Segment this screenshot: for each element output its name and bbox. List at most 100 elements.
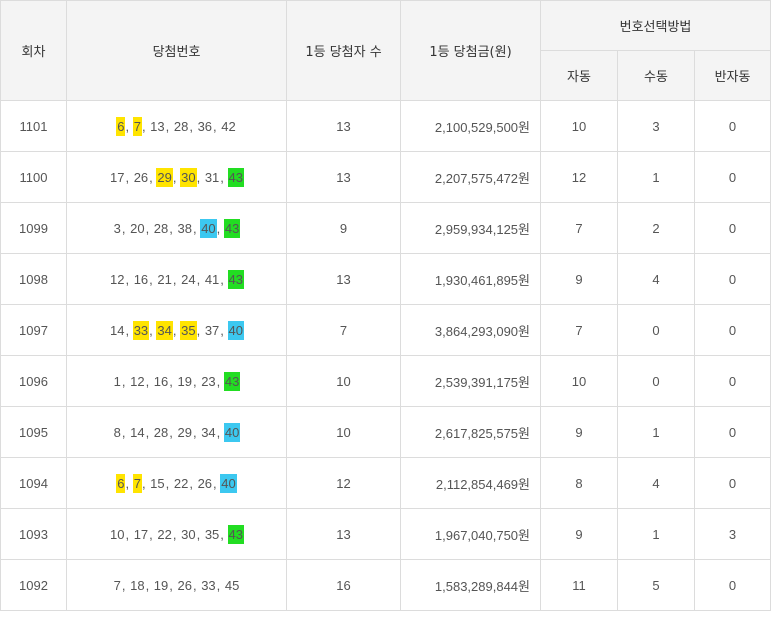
winning-number: 13	[150, 118, 165, 134]
round-cell: 1098	[0, 253, 67, 305]
number-separator: ,	[192, 220, 201, 236]
number-separator: ,	[165, 118, 173, 134]
table-row: 1092 7, 18, 19, 26, 33, 45 16 1,583,289,844…	[0, 559, 771, 611]
round-cell: 1094	[0, 457, 67, 509]
manual-cell: 4	[617, 457, 695, 509]
winning-number: 8	[113, 424, 121, 440]
table-body: 1101 6, 7, 13, 28, 36, 42 13 2,100,529,500원…	[0, 100, 771, 611]
number-separator: ,	[125, 475, 133, 491]
winners-cell: 16	[286, 559, 401, 611]
winning-number: 6	[116, 473, 126, 493]
prize-cell: 2,539,391,175원	[400, 355, 541, 407]
number-separator: ,	[216, 220, 224, 236]
number-separator: ,	[216, 373, 224, 389]
winning-number: 17	[110, 169, 125, 185]
winning-number: 42	[221, 118, 236, 134]
prize-cell: 2,617,825,575원	[400, 406, 541, 458]
prize-cell: 2,100,529,500원	[400, 100, 541, 152]
number-separator: ,	[220, 271, 228, 287]
winning-number: 34	[156, 320, 173, 340]
winning-numbers-cell: 10, 17, 22, 30, 35, 43	[66, 508, 287, 560]
auto-cell: 9	[540, 508, 618, 560]
prize-cell: 3,864,293,090원	[400, 304, 541, 356]
winning-number: 17	[133, 526, 149, 542]
number-separator: ,	[213, 118, 221, 134]
number-separator: ,	[125, 271, 133, 287]
semi-auto-cell: 0	[693, 253, 771, 305]
winning-number: 1	[113, 373, 121, 389]
winning-number: 14	[110, 322, 125, 338]
winning-number: 7	[113, 577, 121, 593]
winning-number: 12	[130, 373, 145, 389]
auto-cell: 7	[540, 304, 618, 356]
semi-auto-cell: 0	[693, 202, 771, 254]
manual-cell: 0	[617, 355, 695, 407]
round-cell: 1101	[0, 100, 67, 152]
winners-cell: 10	[286, 355, 401, 407]
winning-number: 41	[204, 271, 220, 287]
winning-number: 43	[227, 269, 244, 289]
number-separator: ,	[169, 577, 177, 593]
winning-number: 26	[177, 577, 192, 593]
number-separator: ,	[192, 373, 201, 389]
semi-auto-cell: 0	[693, 406, 771, 458]
winning-numbers-cell: 12, 16, 21, 24, 41, 43	[66, 253, 287, 305]
winning-numbers-cell: 7, 18, 19, 26, 33, 45	[66, 559, 287, 611]
number-separator: ,	[216, 424, 224, 440]
winning-numbers-cell: 6, 7, 15, 22, 26, 40	[66, 457, 287, 509]
winning-number: 43	[227, 524, 244, 544]
number-separator: ,	[169, 373, 177, 389]
header-winners: 1등 당첨자 수	[286, 0, 401, 101]
number-separator: ,	[121, 424, 130, 440]
prize-cell: 1,967,040,750원	[400, 508, 541, 560]
semi-auto-cell: 0	[693, 151, 771, 203]
auto-cell: 12	[540, 151, 618, 203]
winning-number: 14	[130, 424, 145, 440]
number-separator: ,	[192, 577, 201, 593]
header-row: 회차 당첨번호 1등 당첨자 수 1등 당첨금(원) 번호선택방법	[0, 0, 771, 101]
winning-number: 26	[133, 169, 149, 185]
auto-cell: 9	[540, 253, 618, 305]
number-separator: ,	[220, 526, 228, 542]
prize-cell: 2,959,934,125원	[400, 202, 541, 254]
winning-number: 21	[157, 271, 172, 287]
round-cell: 1097	[0, 304, 67, 356]
winning-number: 38	[177, 220, 192, 236]
winning-number: 40	[223, 422, 241, 442]
number-separator: ,	[145, 220, 153, 236]
table-row: 1099 3, 20, 28, 38, 40, 43 9 2,959,934,125원…	[0, 202, 771, 254]
manual-cell: 3	[617, 100, 695, 152]
semi-auto-cell: 0	[693, 100, 771, 152]
winning-number: 22	[173, 475, 189, 491]
number-separator: ,	[125, 169, 133, 185]
manual-cell: 1	[617, 406, 695, 458]
winning-number: 26	[197, 475, 213, 491]
table-row: 1093 10, 17, 22, 30, 35, 43 13 1,967,040,75…	[0, 508, 771, 560]
winning-number: 16	[133, 271, 149, 287]
semi-auto-cell: 0	[693, 559, 771, 611]
winners-cell: 13	[286, 151, 401, 203]
number-separator: ,	[172, 322, 181, 338]
semi-auto-cell: 3	[693, 508, 771, 560]
manual-cell: 1	[617, 151, 695, 203]
number-separator: ,	[125, 526, 133, 542]
table-row: 1100 17, 26, 29, 30, 31, 43 13 2,207,575,47…	[0, 151, 771, 203]
number-separator: ,	[216, 577, 224, 593]
winning-number: 28	[153, 424, 169, 440]
winning-number: 31	[204, 169, 220, 185]
number-separator: ,	[172, 526, 181, 542]
winning-numbers-cell: 17, 26, 29, 30, 31, 43	[66, 151, 287, 203]
winning-number: 30	[180, 167, 197, 187]
winning-number: 33	[201, 577, 216, 593]
manual-cell: 5	[617, 559, 695, 611]
prize-cell: 1,583,289,844원	[400, 559, 541, 611]
number-separator: ,	[220, 169, 228, 185]
winning-number: 40	[227, 320, 244, 340]
table-row: 1095 8, 14, 28, 29, 34, 40 10 2,617,825,575…	[0, 406, 771, 458]
number-separator: ,	[145, 424, 153, 440]
number-separator: ,	[149, 271, 157, 287]
winning-number: 40	[220, 473, 237, 493]
winning-number: 20	[130, 220, 145, 236]
number-separator: ,	[149, 526, 157, 542]
